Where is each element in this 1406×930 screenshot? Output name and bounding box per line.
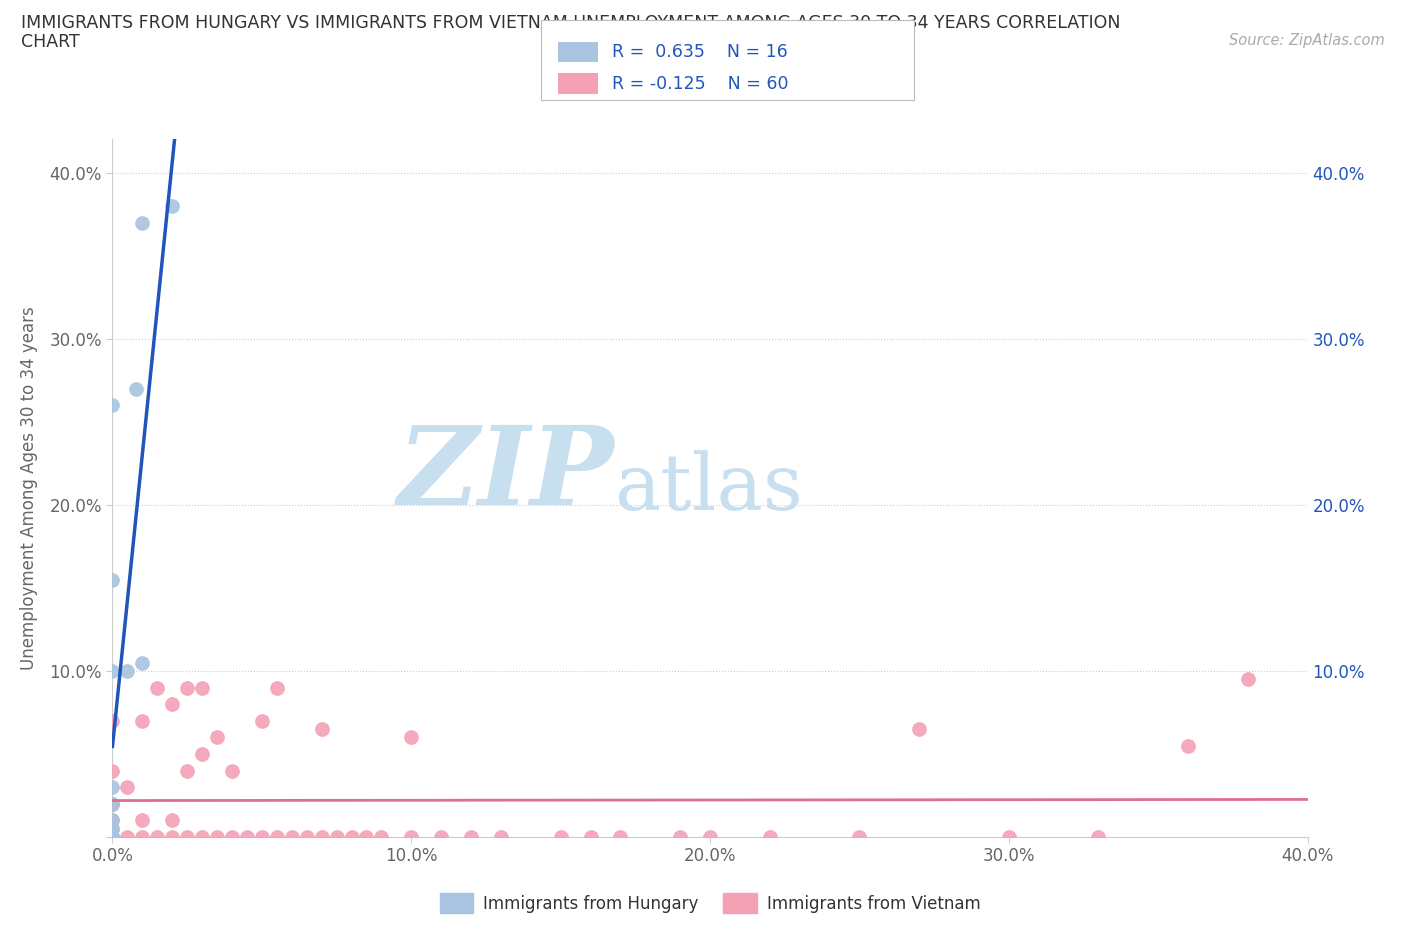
Text: atlas: atlas	[614, 450, 803, 526]
Point	[669, 830, 692, 844]
Point	[101, 796, 124, 811]
Point	[998, 830, 1021, 844]
Point	[266, 830, 288, 844]
Point	[131, 656, 153, 671]
Point	[221, 764, 243, 778]
Point	[125, 381, 148, 396]
Point	[101, 813, 124, 828]
Point	[356, 830, 378, 844]
Point	[609, 830, 631, 844]
Point	[250, 713, 273, 728]
Point	[699, 830, 721, 844]
Point	[460, 830, 482, 844]
Point	[401, 830, 423, 844]
Point	[101, 779, 124, 794]
Point	[101, 830, 124, 844]
Point	[191, 747, 214, 762]
Point	[101, 713, 124, 728]
Point	[101, 830, 124, 844]
Point	[1177, 738, 1199, 753]
Point	[101, 398, 124, 413]
Point	[101, 830, 124, 844]
Text: ZIP: ZIP	[398, 420, 614, 528]
Point	[848, 830, 870, 844]
Point	[281, 830, 304, 844]
Point	[370, 830, 392, 844]
Text: IMMIGRANTS FROM HUNGARY VS IMMIGRANTS FROM VIETNAM UNEMPLOYMENT AMONG AGES 30 TO: IMMIGRANTS FROM HUNGARY VS IMMIGRANTS FR…	[21, 14, 1121, 32]
Point	[236, 830, 259, 844]
Point	[311, 830, 333, 844]
Point	[430, 830, 453, 844]
Point	[162, 813, 183, 828]
Point	[340, 830, 363, 844]
Text: R =  0.635    N = 16: R = 0.635 N = 16	[612, 43, 787, 61]
Point	[131, 713, 153, 728]
Point	[176, 830, 198, 844]
Point	[117, 663, 139, 678]
Point	[295, 830, 318, 844]
Point	[579, 830, 602, 844]
Point	[205, 830, 228, 844]
Point	[162, 198, 183, 213]
Point	[489, 830, 512, 844]
Point	[221, 830, 243, 844]
Point	[131, 215, 153, 230]
Point	[101, 821, 124, 836]
Point	[550, 830, 572, 844]
Point	[117, 779, 139, 794]
Point	[311, 722, 333, 737]
Text: CHART: CHART	[21, 33, 80, 50]
Legend: Immigrants from Hungary, Immigrants from Vietnam: Immigrants from Hungary, Immigrants from…	[433, 887, 987, 920]
Point	[101, 796, 124, 811]
Point	[117, 830, 139, 844]
Point	[162, 697, 183, 711]
Point	[131, 830, 153, 844]
Point	[101, 830, 124, 844]
Point	[908, 722, 931, 737]
Point	[101, 796, 124, 811]
Point	[250, 830, 273, 844]
Text: Source: ZipAtlas.com: Source: ZipAtlas.com	[1229, 33, 1385, 47]
Y-axis label: Unemployment Among Ages 30 to 34 years: Unemployment Among Ages 30 to 34 years	[21, 306, 38, 671]
Point	[146, 830, 169, 844]
Point	[325, 830, 347, 844]
Point	[1237, 671, 1260, 686]
Point	[101, 764, 124, 778]
Point	[101, 830, 124, 844]
Point	[176, 680, 198, 695]
Point	[101, 663, 124, 678]
Point	[101, 830, 124, 844]
Point	[1087, 830, 1109, 844]
Point	[162, 830, 183, 844]
Point	[191, 830, 214, 844]
Point	[146, 680, 169, 695]
Point	[101, 572, 124, 587]
Text: R = -0.125    N = 60: R = -0.125 N = 60	[612, 74, 789, 93]
Point	[131, 813, 153, 828]
Point	[101, 830, 124, 844]
Point	[266, 680, 288, 695]
Point	[401, 730, 423, 745]
Point	[101, 821, 124, 836]
Point	[101, 830, 124, 844]
Point	[191, 680, 214, 695]
Point	[101, 813, 124, 828]
Point	[759, 830, 782, 844]
Point	[205, 730, 228, 745]
Point	[176, 764, 198, 778]
